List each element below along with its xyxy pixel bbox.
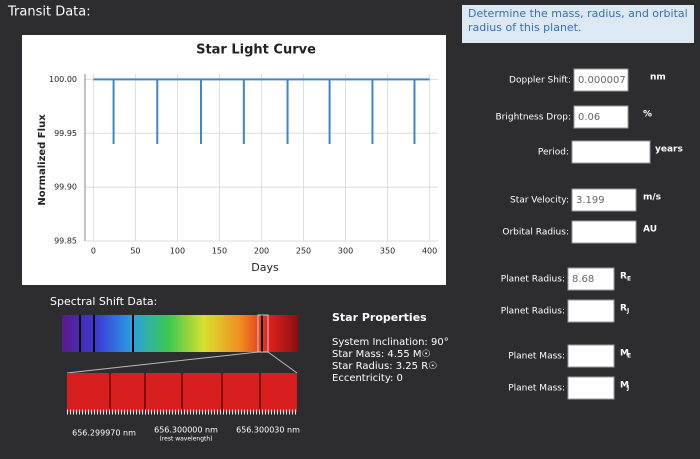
star-property: Star Radius: 3.25 R☉ xyxy=(332,361,437,372)
x-tick-label: 0 xyxy=(91,247,96,256)
form: Doppler Shift: 0.000007 nm Brightness Drop:… xyxy=(496,68,683,400)
y-tick-label: 99.95 xyxy=(54,129,77,138)
wavelength-note: (rest wavelength) xyxy=(159,436,212,443)
wavelength-label: 656.300030 nm xyxy=(236,426,300,435)
instruction: Determine the mass, radius, and orbital … xyxy=(462,5,694,43)
spectrum-bar xyxy=(62,315,298,352)
input-box[interactable] xyxy=(571,188,637,212)
wavelength-label: 656.299970 nm xyxy=(72,429,136,438)
x-tick-label: 300 xyxy=(338,247,353,256)
star-title: Star Properties xyxy=(332,311,427,324)
spectral-title: Spectral Shift Data: xyxy=(50,295,157,308)
x-tick-label: 200 xyxy=(254,247,269,256)
wavelength-label: 656.300000 nm xyxy=(154,426,218,435)
field-label: Planet Radius: xyxy=(501,307,565,317)
field-label: Orbital Radius: xyxy=(502,228,569,238)
unit-sub: E xyxy=(627,276,631,283)
zoom-box xyxy=(257,314,269,353)
unit: nm xyxy=(650,73,666,83)
input-box[interactable] xyxy=(567,299,615,323)
x-axis-label: Days xyxy=(251,261,279,274)
chart-panel xyxy=(22,35,446,285)
input-value: 3.199 xyxy=(576,195,605,206)
spectrum-lines xyxy=(79,315,263,352)
field-label: Planet Mass: xyxy=(508,352,565,362)
input-box[interactable] xyxy=(573,105,629,129)
input-box[interactable] xyxy=(573,68,629,92)
section-title: Transit Data: xyxy=(7,5,91,20)
y-tick-label: 99.85 xyxy=(54,237,77,246)
field-label: Period: xyxy=(538,148,569,158)
x-tick-label: 100 xyxy=(170,247,185,256)
input-box[interactable] xyxy=(567,267,615,291)
field-label: Star Velocity: xyxy=(510,196,569,206)
unit: R xyxy=(620,272,627,282)
y-tick-label: 99.90 xyxy=(54,183,77,192)
unit-sub: J xyxy=(626,385,629,392)
zoom-line xyxy=(267,351,298,374)
unit: M xyxy=(620,381,629,391)
unit: years xyxy=(655,145,683,155)
unit-sub: J xyxy=(626,308,629,315)
star-properties: System Inclination: 90°Star Mass: 4.55 M… xyxy=(332,337,449,384)
unit: m/s xyxy=(643,193,661,203)
x-tick-label: 50 xyxy=(130,247,140,256)
input-box[interactable] xyxy=(567,376,615,400)
chart-title: Star Light Curve xyxy=(196,43,316,58)
zoom-line xyxy=(66,351,259,374)
input-box[interactable] xyxy=(571,140,651,164)
field-label: Doppler Shift: xyxy=(509,76,571,86)
input-box[interactable] xyxy=(567,344,615,368)
x-tick-label: 250 xyxy=(296,247,311,256)
unit: AU xyxy=(643,225,657,235)
field-label: Brightness Drop: xyxy=(496,113,572,123)
zoom-lines xyxy=(109,373,261,412)
y-axis-label: Normalized Flux xyxy=(37,114,48,206)
input-value: 0.06 xyxy=(578,112,600,123)
input-box[interactable] xyxy=(571,220,637,244)
input-value: 0.000007 xyxy=(578,75,626,86)
unit: R xyxy=(620,304,627,314)
y-tick-label: 100.00 xyxy=(49,75,77,84)
unit: % xyxy=(643,110,652,120)
x-tick-label: 350 xyxy=(380,247,395,256)
x-tick-label: 400 xyxy=(422,247,437,256)
light-curve xyxy=(93,78,430,145)
unit-sub: E xyxy=(627,353,631,360)
input-value: 8.68 xyxy=(572,274,594,285)
x-tick-label: 150 xyxy=(212,247,227,256)
star-property: System Inclination: 90° xyxy=(332,337,449,348)
field-label: Planet Mass: xyxy=(508,384,565,394)
plot: 100.00 99.95 99.90 99.85 0 50 100 150 200 250 300 3… xyxy=(49,74,438,256)
star-property: Star Mass: 4.55 M☉ xyxy=(332,349,430,360)
star-property: Eccentricity: 0 xyxy=(332,373,403,384)
unit: M xyxy=(620,349,629,359)
field-label: Planet Radius: xyxy=(501,275,565,285)
